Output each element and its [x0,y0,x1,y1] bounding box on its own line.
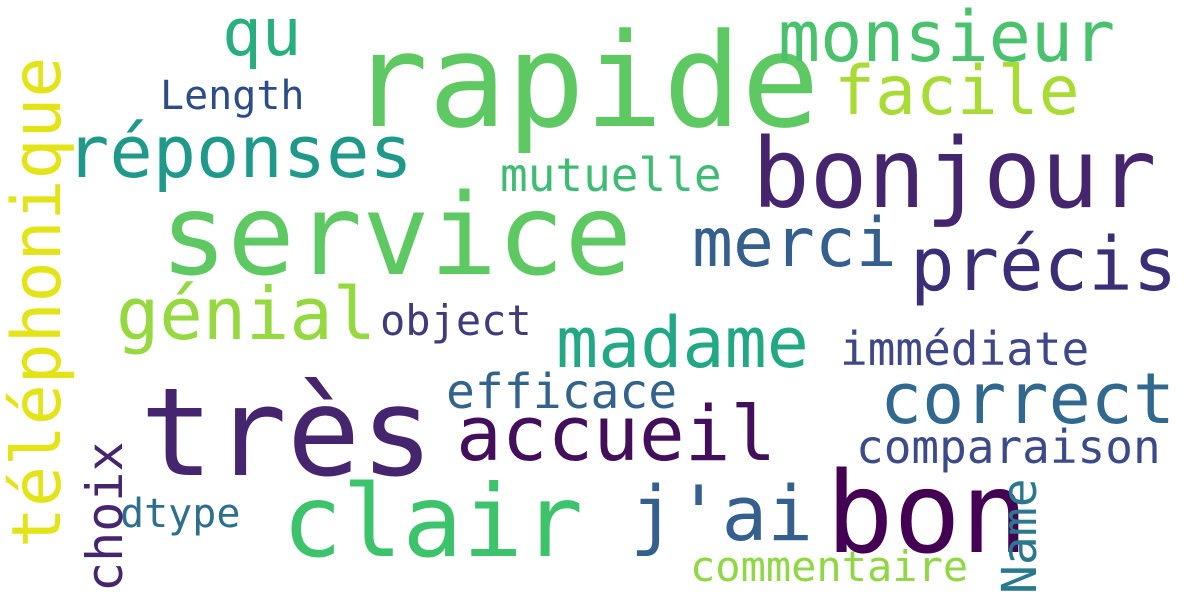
word-dtype: dtype [120,491,241,537]
word-madame: madame [556,302,809,384]
word-clair: clair [282,463,584,580]
word-monsieur: monsieur [778,0,1116,78]
word-precis: précis [910,222,1178,308]
word-bon: bon [826,449,1029,579]
word-comparaison: comparaison [856,420,1161,474]
word-telephonique: téléphonique [0,56,77,548]
word-object: object [380,296,532,345]
word-efficace: efficace [446,364,678,420]
word-tres: très [140,362,434,504]
word-name: Name [992,478,1048,594]
word-rapide: rapide [350,5,820,157]
word-immediate: immédiate [840,322,1090,376]
word-choix: choix [76,441,134,592]
word-service: service [160,171,633,301]
word-merci: merci [692,204,897,283]
word-facile: facile [834,52,1080,131]
word-accueil: accueil [456,389,777,478]
word-correct: correct [880,358,1176,440]
word-jai: j'ai [630,469,814,558]
word-mutuelle: mutuelle [500,148,722,202]
word-genial: génial [116,272,377,356]
word-length: Length [160,73,305,119]
word-qu: qu [222,0,302,71]
word-bonjour: bonjour [752,118,1157,230]
word-commentaire: commentaire [690,542,969,591]
word-reponses: réponses [66,110,413,194]
